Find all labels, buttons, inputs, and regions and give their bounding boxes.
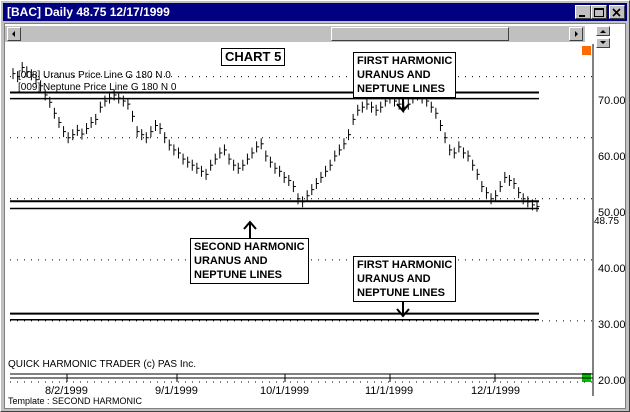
scroll-right-button[interactable] — [569, 27, 583, 41]
maximize-icon — [594, 8, 604, 17]
last-price-label: 48.75 — [594, 216, 620, 227]
x-tick-label: 8/2/1999 — [45, 385, 88, 397]
horizontal-scrollbar[interactable] — [5, 26, 585, 42]
minimize-button[interactable] — [575, 5, 591, 19]
x-tick-label: 12/1/1999 — [471, 385, 520, 397]
legend: [008] Uranus Price Line G 180 N 0 [009] … — [18, 70, 176, 94]
arrow-down-icon — [600, 41, 606, 44]
arrow-middle-head — [243, 220, 257, 230]
x-tick-label: 11/1/1999 — [365, 385, 414, 397]
price-chart — [10, 44, 594, 396]
legend-uranus: [008] Uranus Price Line G 180 N 0 — [18, 70, 171, 81]
scroll-down-button[interactable] — [596, 38, 610, 48]
arrow-up-icon — [600, 30, 606, 33]
maximize-button[interactable] — [591, 5, 607, 19]
y-tick-label: 40.00 — [598, 263, 626, 275]
scroll-up-button[interactable] — [596, 26, 610, 36]
title-bar[interactable]: [BAC] Daily 48.75 12/17/1999 — [3, 3, 627, 21]
minimize-icon — [579, 15, 585, 17]
annotation-line: URANUS AND — [357, 69, 431, 81]
close-button[interactable] — [609, 5, 625, 19]
arrow-left-icon — [12, 31, 15, 37]
grid-lines — [10, 76, 593, 383]
harmonic-lines — [10, 91, 539, 321]
close-icon — [612, 8, 621, 17]
annotation-first-harmonic-top: FIRST HARMONIC URANUS AND NEPTUNE LINES — [353, 52, 457, 98]
y-tick-label: 70.00 — [598, 95, 626, 107]
annotation-first-harmonic-bottom: FIRST HARMONIC URANUS AND NEPTUNE LINES — [353, 256, 457, 302]
legend-neptune: [009] Neptune Price Line G 180 N 0 — [18, 82, 177, 93]
y-tick-label: 60.00 — [598, 151, 626, 163]
annotation-line: SECOND HARMONIC — [194, 241, 305, 253]
scroll-left-button[interactable] — [7, 27, 21, 41]
annotation-line: FIRST HARMONIC — [357, 55, 453, 67]
scroll-thumb[interactable] — [331, 27, 509, 41]
y-tick-label: 30.00 — [598, 319, 626, 331]
annotation-line: FIRST HARMONIC — [357, 259, 453, 271]
chart-area: CHART 5 [008] Uranus Price Line G 180 N … — [4, 23, 626, 409]
template-label: Template : SECOND HARMONIC — [8, 396, 143, 406]
annotation-line: URANUS AND — [357, 273, 431, 285]
x-tick-label: 10/1/1999 — [260, 385, 309, 397]
annotation-second-harmonic: SECOND HARMONIC URANUS AND NEPTUNE LINES — [190, 238, 309, 284]
window-title: [BAC] Daily 48.75 12/17/1999 — [7, 5, 170, 19]
price-marker — [582, 46, 591, 55]
annotation-line: NEPTUNE LINES — [357, 287, 446, 299]
annotation-line: NEPTUNE LINES — [357, 83, 446, 95]
copyright-text: QUICK HARMONIC TRADER (c) PAS Inc. — [8, 359, 196, 370]
price-bars — [12, 61, 540, 212]
arrow-top-head — [396, 103, 410, 113]
x-tick-label: 9/1/1999 — [155, 385, 198, 397]
chart-heading: CHART 5 — [221, 48, 286, 66]
annotation-line: URANUS AND — [194, 255, 268, 267]
x-ticks — [66, 374, 496, 382]
arrow-bottom-head — [396, 308, 410, 318]
y-tick-label: 20.00 — [598, 375, 626, 387]
annotation-line: NEPTUNE LINES — [194, 269, 283, 281]
arrow-right-icon — [575, 31, 578, 37]
